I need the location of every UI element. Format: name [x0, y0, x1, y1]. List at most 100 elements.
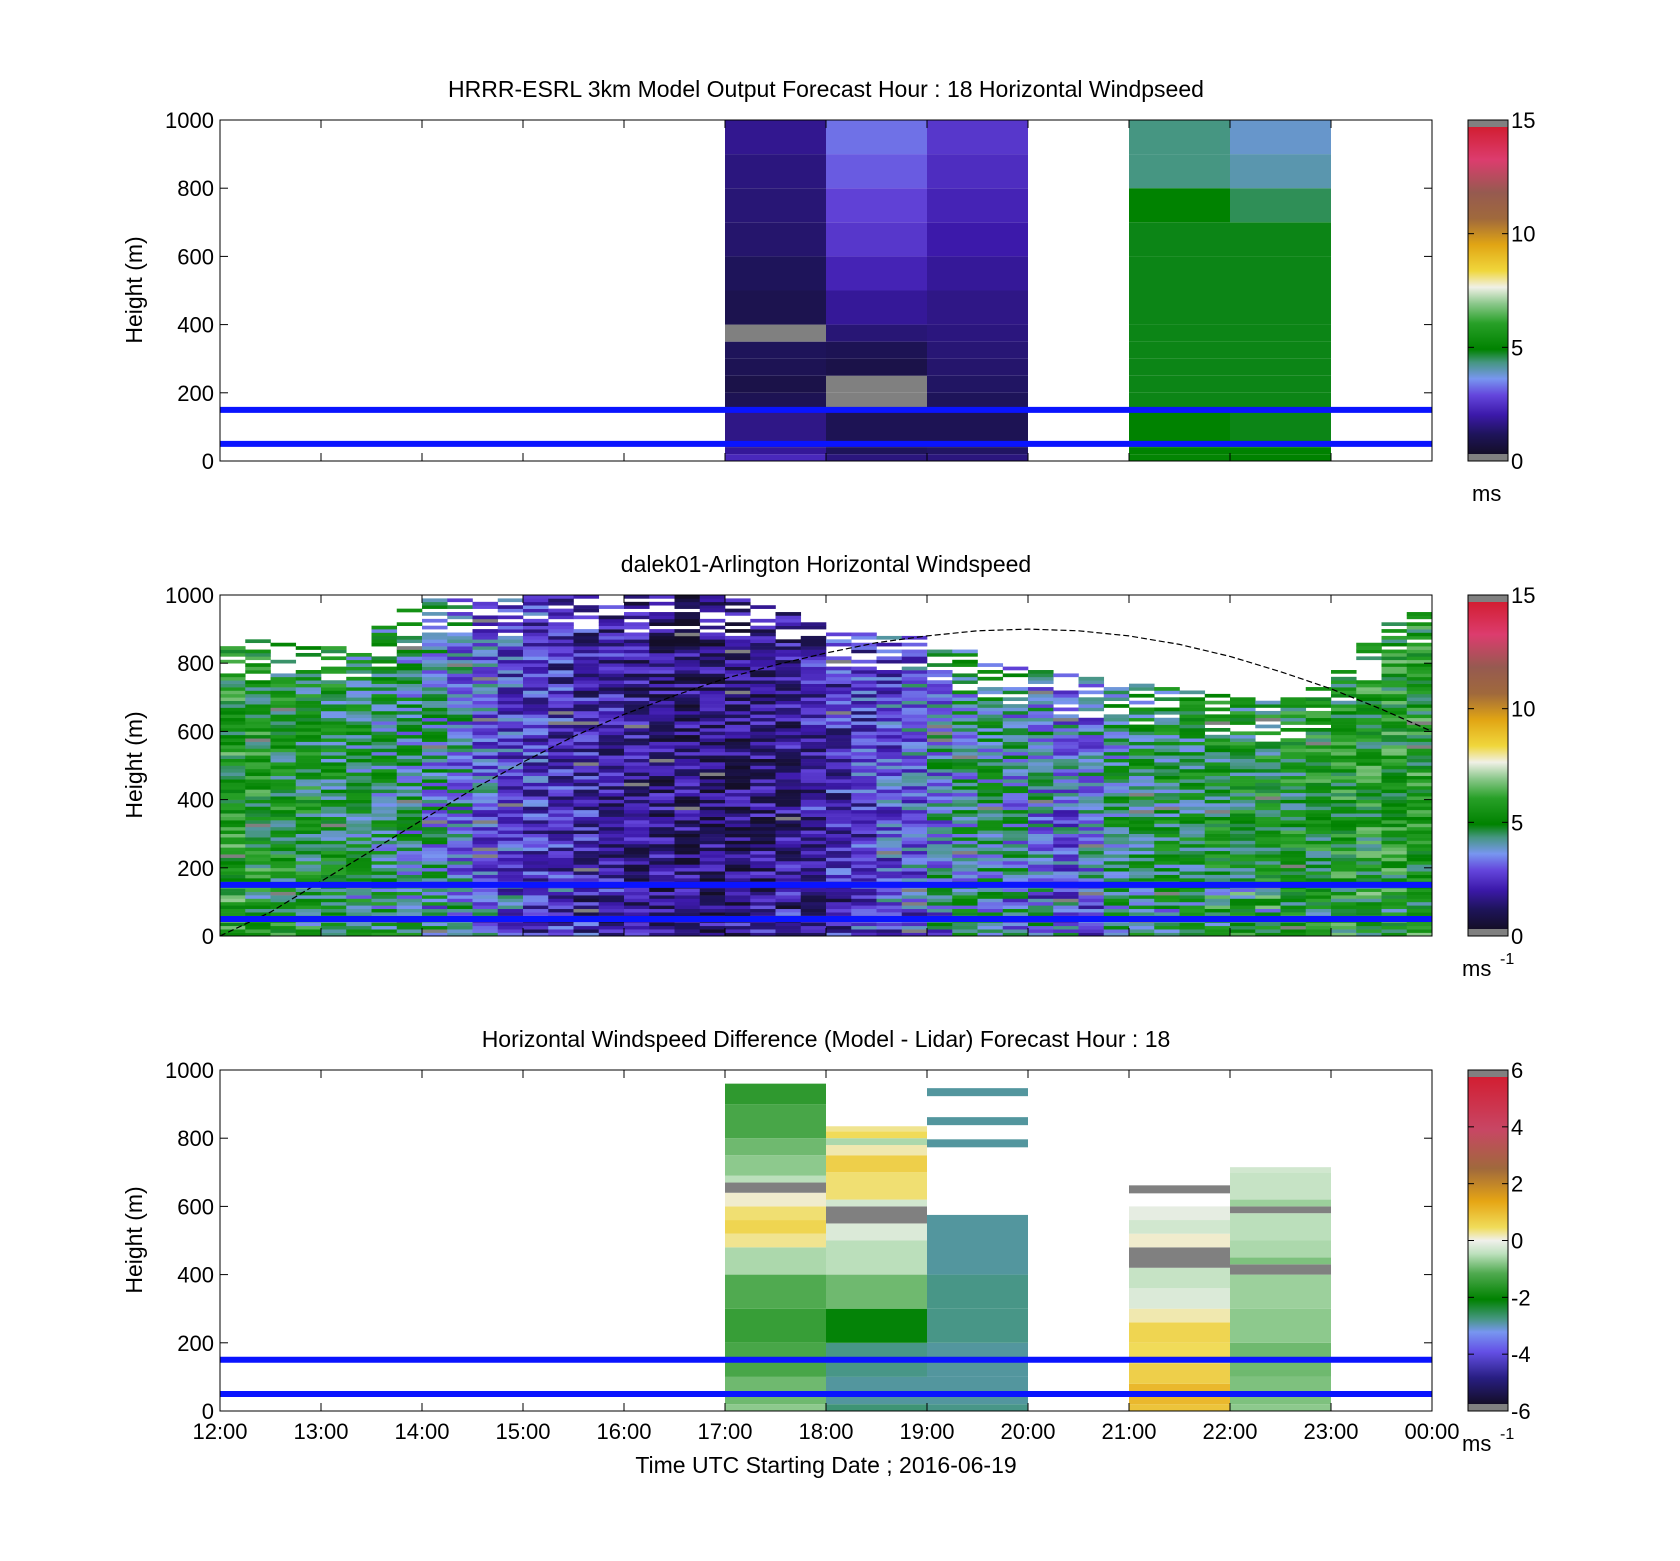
- lidar-cell: [624, 860, 650, 865]
- lidar-cell: [800, 833, 827, 838]
- lidar-cell: [1002, 813, 1029, 817]
- lidar-cell: [750, 738, 776, 742]
- lidar-cell: [497, 707, 524, 712]
- lidar-cell: [1255, 779, 1281, 783]
- lidar-cell: [649, 864, 675, 869]
- lidar-cell: [649, 635, 675, 640]
- lidar-cell: [1129, 700, 1155, 705]
- lidar-cell: [1154, 731, 1180, 736]
- lidar-cell: [472, 843, 499, 848]
- lidar-cell: [220, 731, 246, 736]
- lidar-cell: [851, 714, 877, 719]
- lidar-cell: [1255, 854, 1281, 858]
- lidar-cell: [952, 792, 978, 797]
- lidar-cell: [422, 772, 448, 777]
- lidar-cell: [295, 690, 322, 695]
- lidar-cell: [1356, 721, 1382, 725]
- lidar-cell: [725, 850, 751, 855]
- model-cell: [1230, 375, 1331, 393]
- lidar-cell: [1305, 775, 1332, 780]
- lidar-cell: [649, 772, 675, 777]
- lidar-cell: [725, 656, 751, 661]
- lidar-cell: [523, 622, 549, 626]
- lidar-cell: [952, 690, 978, 695]
- lidar-cell: [1053, 690, 1079, 695]
- difference-cell: [1129, 1308, 1230, 1323]
- lidar-cell: [245, 840, 271, 845]
- lidar-cell: [1381, 929, 1408, 933]
- lidar-cell: [1305, 751, 1332, 756]
- lidar-cell: [1129, 683, 1155, 688]
- lidar-cell: [1406, 908, 1432, 913]
- lidar-cell: [1078, 878, 1105, 882]
- lidar-cell: [649, 878, 675, 882]
- lidar-cell: [1053, 782, 1079, 787]
- lidar-cell: [371, 809, 398, 814]
- lidar-cell: [1331, 905, 1357, 910]
- lidar-cell: [927, 652, 953, 657]
- lidar-cell: [800, 697, 827, 702]
- lidar-cell: [927, 878, 953, 882]
- lidar-cell: [1204, 823, 1231, 828]
- lidar-cell: [1129, 823, 1155, 828]
- lidar-cell: [775, 888, 802, 892]
- lidar-cell: [674, 751, 701, 756]
- lidar-cell: [371, 799, 398, 804]
- lidar-cell: [447, 639, 473, 644]
- lidar-cell: [245, 741, 271, 746]
- lidar-cell: [1381, 748, 1408, 753]
- lidar-cell: [396, 779, 423, 783]
- lidar-cell: [927, 755, 953, 759]
- lidar-cell: [826, 789, 852, 794]
- lidar-cell: [422, 727, 448, 732]
- lidar-cell: [245, 782, 271, 787]
- lidar-cell: [270, 908, 297, 913]
- lidar-cell: [472, 697, 499, 702]
- difference-cell: [1230, 1206, 1331, 1214]
- x-tick-label: 17:00: [697, 1419, 752, 1444]
- lidar-cell: [1280, 888, 1307, 892]
- lidar-cell: [1280, 697, 1307, 702]
- lidar-cell: [851, 860, 877, 865]
- lidar-cell: [422, 898, 448, 903]
- lidar-cell: [750, 779, 776, 783]
- lidar-cell: [1356, 738, 1382, 742]
- lidar-cell: [220, 837, 246, 841]
- lidar-cell: [649, 717, 675, 722]
- lidar-cell: [523, 860, 549, 865]
- lidar-cell: [952, 717, 978, 722]
- lidar-cell: [649, 833, 675, 838]
- lidar-cell: [1129, 867, 1155, 872]
- lidar-cell: [699, 693, 726, 698]
- lidar-cell: [1154, 816, 1180, 821]
- lidar-cell: [523, 803, 549, 807]
- lidar-cell: [1255, 704, 1281, 708]
- y-tick-label: 1000: [165, 1058, 214, 1083]
- lidar-cell: [346, 878, 372, 882]
- difference-cell: [927, 1214, 1028, 1241]
- lidar-cell: [952, 734, 978, 739]
- lidar-cell: [1305, 932, 1332, 936]
- lidar-cell: [977, 772, 1004, 777]
- lidar-cell: [1280, 727, 1307, 732]
- lidar-cell: [1381, 850, 1408, 855]
- lidar-cell: [270, 680, 297, 684]
- lidar-cell: [952, 871, 978, 875]
- lidar-cell: [1179, 745, 1206, 749]
- lidar-cell: [699, 714, 726, 719]
- lidar-cell: [573, 710, 600, 715]
- lidar-cell: [1028, 925, 1054, 930]
- lidar-cell: [876, 908, 903, 913]
- lidar-cell: [1280, 782, 1307, 787]
- lidar-cell: [624, 676, 650, 681]
- lidar-cell: [851, 642, 877, 647]
- lidar-cell: [1331, 687, 1357, 691]
- lidar-cell: [1028, 803, 1054, 807]
- lidar-cell: [1356, 898, 1382, 903]
- lidar-cell: [1028, 670, 1054, 674]
- lidar-cell: [1179, 823, 1206, 828]
- lidar-cell: [1331, 867, 1357, 872]
- lidar-cell: [725, 727, 751, 732]
- lidar-cell: [1053, 860, 1079, 865]
- lidar-cell: [1154, 745, 1180, 749]
